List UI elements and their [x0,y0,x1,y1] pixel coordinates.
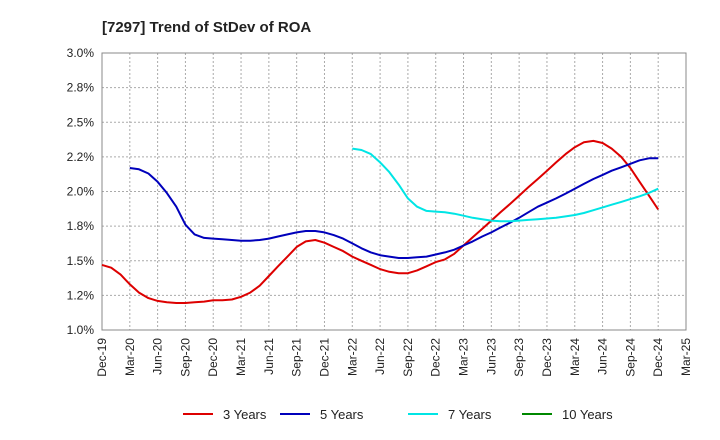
x-tick-label: Sep-22 [401,338,415,377]
x-tick-label: Jun-20 [151,338,165,375]
legend: 3 Years 5 Years 7 Years 10 Years [183,407,613,422]
x-tick-label: Jun-22 [373,338,387,375]
x-tick-label: Dec-19 [95,338,109,377]
x-tick-label: Mar-25 [679,338,693,376]
x-tick-label: Sep-20 [178,338,192,377]
series-line-5-years [129,157,659,259]
x-tick-label: Mar-21 [234,338,248,376]
legend-label: 5 Years [320,407,364,422]
x-tick-label: Sep-24 [623,338,637,377]
x-axis: Dec-19 Mar-20 Jun-20 Sep-20 Dec-20 Mar-21 Jun-… [95,338,693,377]
x-tick-label: Mar-23 [457,338,471,376]
y-tick-label: 3.0% [67,46,95,60]
x-tick-label: Jun-23 [484,338,498,375]
legend-label: 10 Years [562,407,613,422]
x-tick-label: Mar-24 [568,338,582,376]
x-tick-label: Sep-23 [512,338,526,377]
y-tick-label: 2.8% [67,81,95,95]
chart-title: [7297] Trend of StDev of ROA [102,19,311,36]
y-tick-label: 2.2% [67,150,95,164]
y-tick-label: 2.5% [67,115,95,129]
x-tick-label: Jun-24 [596,338,610,375]
series-lines [101,139,660,304]
plot-area-border [101,52,687,331]
x-tick-label: Dec-20 [206,338,220,377]
y-axis: 1.0% 1.2% 1.5% 1.8% 2.0% 2.2% 2.5% 2.8% 3.0% [67,46,95,337]
x-tick-label: Jun-21 [262,338,276,375]
y-tick-label: 1.5% [67,254,95,268]
x-tick-label: Dec-21 [317,338,331,377]
y-tick-label: 1.0% [67,323,95,337]
grid-lines [102,53,686,330]
x-tick-label: Mar-20 [123,338,137,376]
x-tick-label: Dec-24 [651,338,665,377]
series-line-3-years [101,139,660,304]
y-tick-label: 1.2% [67,288,95,302]
x-tick-label: Dec-23 [540,338,554,377]
series-line-7-years [352,147,659,223]
y-tick-label: 1.8% [67,219,95,233]
legend-label: 3 Years [223,407,267,422]
y-tick-label: 2.0% [67,185,95,199]
x-tick-label: Mar-22 [345,338,359,376]
x-tick-label: Sep-21 [290,338,304,377]
x-tick-label: Dec-22 [429,338,443,377]
legend-label: 7 Years [448,407,492,422]
